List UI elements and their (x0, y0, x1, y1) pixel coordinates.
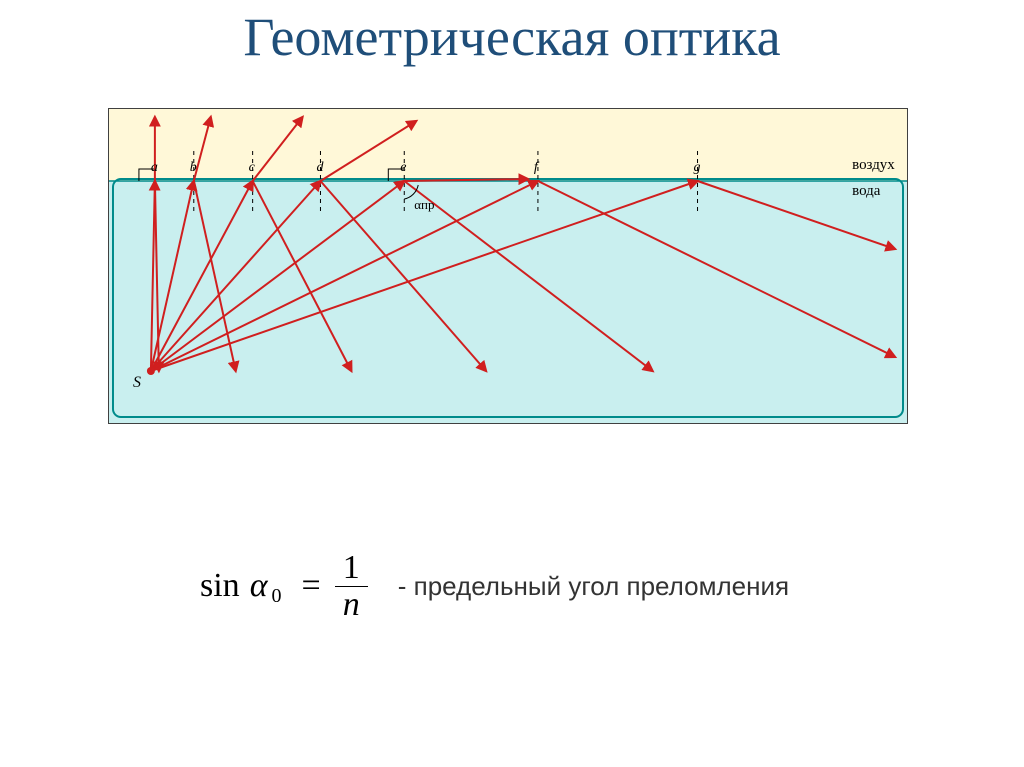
slide: Геометрическая оптика abcdefgSαпрвоздухв… (0, 0, 1024, 767)
critical-angle-formula: sin α 0 = 1 n (200, 550, 368, 622)
source-point (147, 367, 155, 375)
ray-label-a: a (151, 160, 158, 175)
alpha-symbol: α (250, 567, 268, 605)
ray-label-d: d (316, 160, 324, 175)
water-label: вода (852, 183, 881, 199)
ray-label-c: c (249, 160, 256, 175)
diagram-svg: abcdefgSαпрвоздухвода (109, 109, 907, 423)
fraction: 1 n (335, 550, 368, 622)
slide-title: Геометрическая оптика (0, 0, 1024, 68)
alpha-subscript: 0 (272, 585, 282, 608)
water-region (109, 181, 907, 423)
equals-sign: = (302, 567, 321, 605)
denominator: n (335, 587, 368, 623)
ray-label-b: b (190, 160, 197, 175)
formula-row: sin α 0 = 1 n - предельный угол преломле… (200, 550, 900, 622)
alpha-pr-label: αпр (414, 197, 434, 212)
air-region (109, 109, 907, 181)
numerator: 1 (335, 550, 368, 587)
ray-label-g: g (694, 160, 701, 175)
air-label: воздух (852, 157, 895, 173)
sin-label: sin (200, 567, 240, 605)
formula-caption: - предельный угол преломления (398, 571, 789, 602)
source-label: S (133, 374, 141, 391)
optics-diagram: abcdefgSαпрвоздухвода (108, 108, 908, 424)
ray-label-e: e (400, 160, 406, 175)
